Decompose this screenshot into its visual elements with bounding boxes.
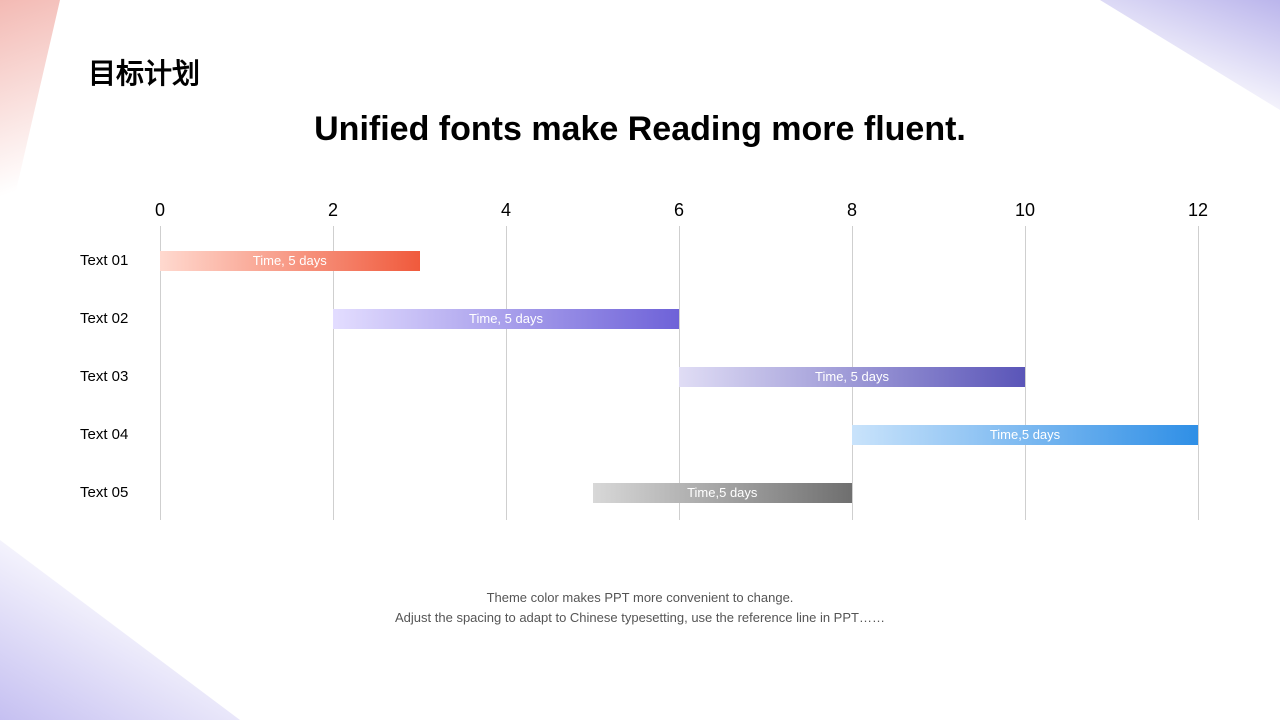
gantt-rows: Text 01Time, 5 daysText 02Time, 5 daysTe… bbox=[80, 200, 1200, 520]
footer-line-1: Theme color makes PPT more convenient to… bbox=[0, 590, 1280, 605]
gantt-row: Text 01 Time, 5 days bbox=[80, 250, 1200, 272]
gantt-row: Text 02 Time, 5 days bbox=[80, 308, 1200, 330]
corner-decor-bl bbox=[0, 540, 240, 720]
gantt-bar: Time, 5 days bbox=[333, 309, 679, 329]
gantt-bar: Time, 5 days bbox=[679, 367, 1025, 387]
row-label: Text 04 bbox=[80, 426, 150, 443]
footer-line-2: Adjust the spacing to adapt to Chinese t… bbox=[0, 610, 1280, 625]
corner-decor-tr bbox=[1100, 0, 1280, 110]
row-label: Text 02 bbox=[80, 310, 150, 327]
gantt-row: Text 05 Time,5 days bbox=[80, 482, 1200, 504]
gantt-bar: Time, 5 days bbox=[160, 251, 420, 271]
gantt-bar: Time,5 days bbox=[593, 483, 853, 503]
gantt-row: Text 04 Time,5 days bbox=[80, 424, 1200, 446]
row-label: Text 03 bbox=[80, 368, 150, 385]
gantt-chart: 024681012 Text 01Time, 5 daysText 02Time… bbox=[80, 200, 1200, 520]
section-heading: 目标计划 bbox=[88, 52, 200, 92]
slide-title: Unified fonts make Reading more fluent. bbox=[0, 110, 1280, 149]
row-label: Text 05 bbox=[80, 484, 150, 501]
gantt-row: Text 03 Time, 5 days bbox=[80, 366, 1200, 388]
gantt-bar: Time,5 days bbox=[852, 425, 1198, 445]
row-label: Text 01 bbox=[80, 252, 150, 269]
